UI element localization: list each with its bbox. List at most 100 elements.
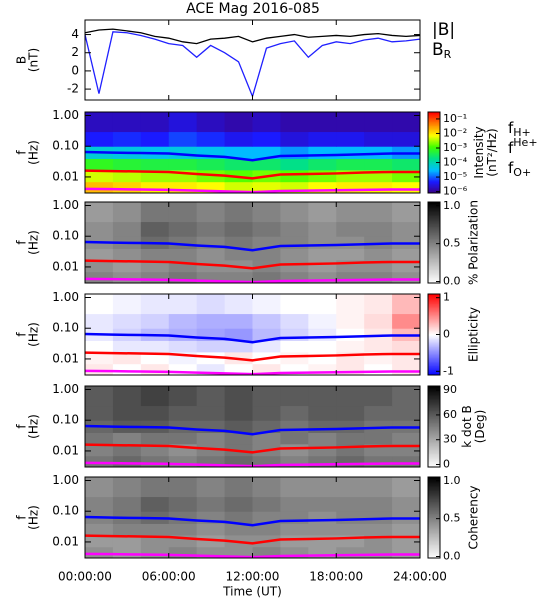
colorbar-step bbox=[428, 308, 440, 311]
colorbar-step bbox=[428, 323, 440, 326]
heatmap-cell bbox=[112, 294, 142, 315]
heatmap-cell bbox=[168, 248, 198, 261]
colorbar-step bbox=[428, 414, 440, 417]
colorbar-step bbox=[428, 245, 440, 248]
colorbar-step bbox=[428, 522, 440, 525]
heatmap-cell bbox=[252, 112, 281, 133]
colorbar-step bbox=[428, 342, 440, 345]
heatmap-cell bbox=[140, 202, 170, 223]
heatmap-cell bbox=[252, 202, 281, 223]
colorbar-step bbox=[428, 493, 440, 496]
colorbar-label: (Deg) bbox=[473, 410, 487, 444]
colorbar-step bbox=[428, 231, 440, 234]
colorbar-step bbox=[428, 215, 440, 218]
colorbar-tick-label: 1.0 bbox=[443, 474, 461, 487]
heatmap-cell bbox=[280, 546, 309, 559]
colorbar-step bbox=[428, 544, 440, 547]
heatmap-cell bbox=[308, 420, 337, 433]
heatmap-cell bbox=[280, 202, 309, 223]
heatmap-cell bbox=[224, 405, 253, 421]
colorbar-step bbox=[428, 175, 440, 178]
heatmap-cell bbox=[85, 259, 114, 273]
heatmap-cell bbox=[280, 455, 309, 468]
heatmap-cell bbox=[168, 294, 198, 315]
colorbar-step bbox=[428, 485, 440, 487]
colorbar-step bbox=[428, 130, 440, 133]
colorbar-label: (nT²/Hz) bbox=[485, 128, 499, 176]
colorbar-step bbox=[428, 224, 440, 227]
heatmap-cell bbox=[196, 271, 226, 284]
heatmap-cell bbox=[336, 181, 365, 194]
heatmap-cell bbox=[308, 351, 337, 365]
colorbar-frame bbox=[427, 111, 441, 194]
heatmap-cell bbox=[308, 386, 337, 407]
colorbar-step bbox=[428, 477, 440, 479]
colorbar-step bbox=[428, 346, 440, 349]
colorbar-step bbox=[428, 427, 440, 430]
heatmap-cell bbox=[280, 523, 309, 536]
heatmap-cell bbox=[336, 202, 365, 223]
heatmap-cell bbox=[336, 294, 365, 315]
colorbar-step bbox=[428, 276, 440, 279]
colorbar-frame bbox=[427, 385, 441, 468]
colorbar-step bbox=[428, 458, 440, 461]
y-tick-label: 0.10 bbox=[52, 139, 79, 153]
colorbar-step bbox=[428, 216, 440, 219]
colorbar-step bbox=[428, 278, 440, 281]
colorbar-tick-label: 1.0 bbox=[443, 199, 461, 212]
heatmap-cell bbox=[252, 340, 281, 353]
colorbar-tick-label: 0.5 bbox=[443, 237, 461, 250]
heatmap-cell bbox=[308, 313, 337, 329]
heatmap-cell bbox=[364, 313, 393, 329]
colorbar-step bbox=[428, 262, 440, 265]
colorbar-step bbox=[428, 529, 440, 532]
heatmap-cell bbox=[364, 455, 393, 468]
heatmap-cell bbox=[168, 112, 198, 133]
heatmap-cell bbox=[364, 294, 393, 315]
colorbar-step bbox=[428, 365, 440, 368]
colorbar-step bbox=[428, 326, 440, 329]
heatmap-cell bbox=[280, 248, 309, 261]
heatmap-cell bbox=[252, 363, 281, 376]
heatmap-cell bbox=[280, 443, 309, 457]
heatmap-cell bbox=[112, 259, 142, 273]
colorbar-step bbox=[428, 298, 440, 300]
colorbar-step bbox=[428, 310, 440, 313]
heatmap-cell bbox=[196, 386, 226, 407]
colorbar-step bbox=[428, 394, 440, 396]
colorbar-step bbox=[428, 139, 440, 141]
heatmap-cell bbox=[308, 169, 337, 183]
heatmap-cell bbox=[224, 202, 253, 223]
colorbar-step bbox=[428, 187, 440, 190]
colorbar-step bbox=[428, 325, 440, 327]
y-tick-label: -2 bbox=[67, 82, 79, 96]
colorbar-step bbox=[428, 553, 440, 556]
heatmap-cell bbox=[364, 131, 393, 147]
heatmap-cell bbox=[85, 313, 114, 329]
heatmap-cell bbox=[364, 386, 393, 407]
heatmap-cell bbox=[336, 455, 365, 468]
colorbar-step bbox=[428, 419, 440, 422]
heatmap-cell bbox=[392, 271, 421, 284]
colorbar-step bbox=[428, 489, 440, 491]
heatmap-cell bbox=[336, 112, 365, 133]
heatmap-cell bbox=[392, 432, 421, 445]
colorbar-step bbox=[428, 417, 440, 419]
colorbar-step bbox=[428, 120, 440, 122]
heatmap-cell bbox=[308, 181, 337, 194]
colorbar-step bbox=[428, 392, 440, 395]
colorbar-step bbox=[428, 407, 440, 410]
heatmap-cell bbox=[168, 313, 198, 329]
heatmap-cell bbox=[112, 158, 142, 171]
heatmap-cell bbox=[168, 386, 198, 407]
colorbar-step bbox=[428, 152, 440, 155]
heatmap-cell bbox=[85, 546, 114, 559]
heatmap-cell bbox=[196, 523, 226, 536]
y-tick-label: 0 bbox=[71, 63, 79, 77]
colorbar-step bbox=[428, 430, 440, 433]
colorbar-step bbox=[428, 386, 440, 388]
colorbar-step bbox=[428, 399, 440, 402]
colorbar-step bbox=[428, 540, 440, 543]
heatmap-cell bbox=[280, 158, 309, 171]
heatmap-cell bbox=[224, 248, 253, 261]
